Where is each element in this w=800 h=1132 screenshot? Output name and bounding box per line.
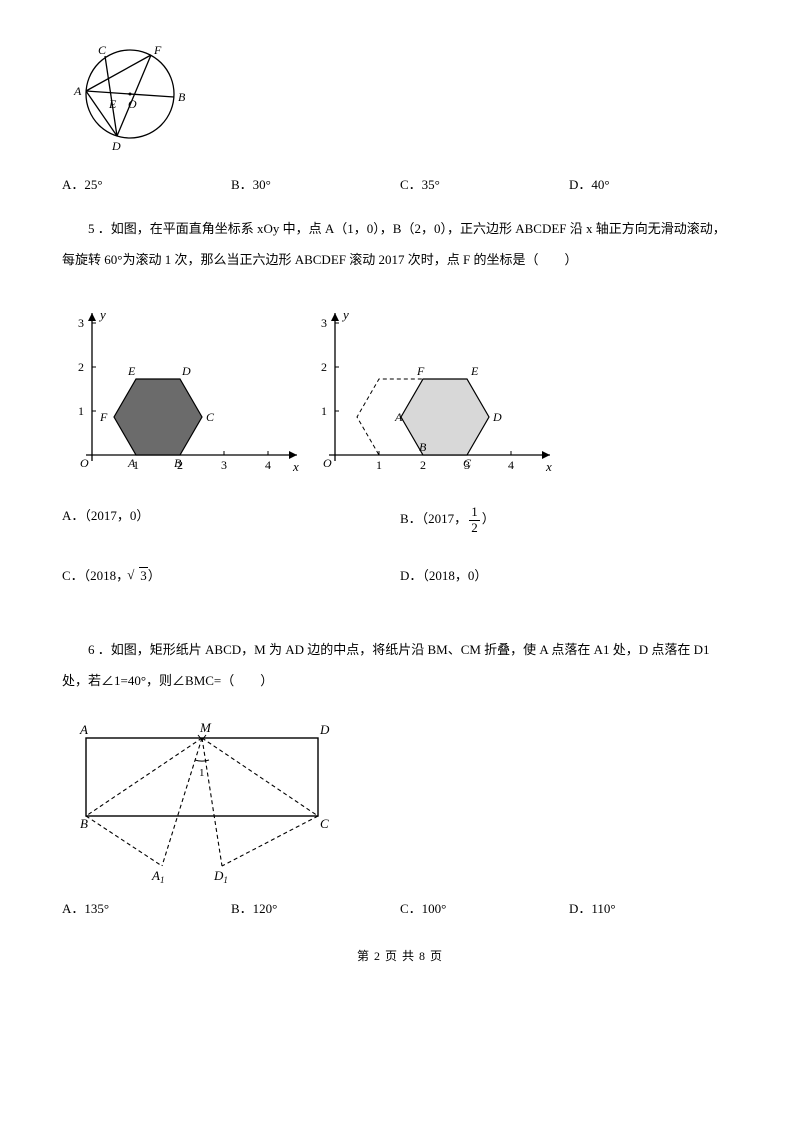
q6-opt-c-val: 100°	[422, 901, 447, 916]
q6-opt-a-val: 135°	[84, 901, 109, 916]
svg-text:3: 3	[221, 458, 227, 472]
q5-body: 如图，在平面直角坐标系 xOy 中，点 A（1，0），B（2，0），正六边形 A…	[62, 221, 726, 267]
q4-options: A．25° B．30° C．35° D．40°	[62, 174, 738, 193]
q5-opt-b-post: ）	[482, 511, 495, 526]
svg-text:D: D	[319, 722, 330, 737]
svg-text:D: D	[492, 410, 502, 424]
q6-figure: 1 A M D B C A1 D1	[62, 716, 738, 886]
svg-text:2: 2	[78, 360, 84, 374]
svg-text:M: M	[199, 720, 212, 735]
svg-text:B: B	[80, 816, 88, 831]
q5-text: 5 ．如图，在平面直角坐标系 xOy 中，点 A（1，0），B（2，0），正六边…	[62, 213, 738, 275]
svg-text:C: C	[206, 410, 215, 424]
sqrt-icon: 3	[129, 568, 148, 584]
q5-options: A．（2017，0） B．（2017，12） C．（2018，3） D．（201…	[62, 505, 738, 614]
svg-text:E: E	[127, 364, 136, 378]
svg-text:y: y	[98, 307, 106, 322]
q6-text: 6 ．如图，矩形纸片 ABCD，M 为 AD 边的中点，将纸片沿 BM、CM 折…	[62, 634, 738, 696]
svg-text:x: x	[292, 459, 299, 474]
q4-opt-c: C．35°	[400, 174, 569, 193]
svg-text:O: O	[323, 456, 332, 470]
svg-text:1: 1	[199, 767, 205, 779]
q5-opt-b-pre: （2017，	[422, 511, 468, 526]
svg-text:B: B	[419, 440, 427, 454]
q4-opt-b: B．30°	[231, 174, 400, 193]
svg-text:1: 1	[376, 458, 382, 472]
q6-opt-b: B．120°	[231, 898, 400, 917]
page-footer: 第 2 页 共 8 页	[62, 947, 738, 964]
svg-text:F: F	[99, 410, 108, 424]
svg-text:B: B	[174, 456, 182, 470]
svg-text:C: C	[320, 816, 329, 831]
svg-text:3: 3	[78, 316, 84, 330]
svg-text:A: A	[73, 84, 82, 98]
q6-opt-d: D．110°	[569, 898, 738, 917]
q5-figure: Oxy1234123ABCDEF Oxy1234123ABCDEF	[62, 295, 738, 485]
svg-text:D: D	[111, 139, 121, 153]
svg-text:4: 4	[265, 458, 271, 472]
q6-body: 如图，矩形纸片 ABCD，M 为 AD 边的中点，将纸片沿 BM、CM 折叠，使…	[62, 642, 710, 688]
svg-text:O: O	[80, 456, 89, 470]
svg-text:2: 2	[420, 458, 426, 472]
q4-opt-a-val: 25°	[84, 177, 102, 192]
q4-opt-d: D．40°	[569, 174, 738, 193]
q5-num: 5 ．	[88, 221, 111, 236]
svg-text:A: A	[127, 456, 136, 470]
q4-opt-a: A．25°	[62, 174, 231, 193]
q6-opt-d-val: 110°	[591, 901, 615, 916]
q5-opt-a-val: （2017，0）	[84, 508, 149, 523]
fraction-icon: 12	[469, 505, 480, 535]
q6-opt-b-val: 120°	[253, 901, 278, 916]
q6-options: A．135° B．120° C．100° D．110°	[62, 898, 738, 917]
q5-opt-b: B．（2017，12）	[400, 505, 738, 535]
svg-text:A: A	[79, 722, 88, 737]
q5-opt-c-post: ）	[148, 568, 161, 583]
q6-opt-c: C．100°	[400, 898, 569, 917]
q5-opt-a: A．（2017，0）	[62, 505, 400, 535]
q5-opt-c-sqrt: 3	[139, 567, 148, 583]
svg-text:F: F	[416, 364, 425, 378]
svg-text:y: y	[341, 307, 349, 322]
svg-text:C: C	[98, 43, 107, 57]
q5-opt-c: C．（2018，3）	[62, 565, 400, 584]
svg-text:C: C	[463, 456, 472, 470]
q4-circle-figure: A B C D E F O	[62, 28, 738, 158]
q5-opt-c-pre: （2018，	[84, 568, 130, 583]
svg-text:F: F	[153, 43, 162, 57]
svg-text:1: 1	[78, 404, 84, 418]
q4-opt-c-val: 35°	[422, 177, 440, 192]
q6-num: 6 ．	[88, 642, 111, 657]
svg-text:E: E	[470, 364, 479, 378]
svg-text:E: E	[108, 97, 117, 111]
q5-opt-d-val: （2018，0）	[422, 568, 487, 583]
svg-text:O: O	[128, 97, 137, 111]
q5-opt-b-num: 1	[469, 505, 480, 520]
svg-text:B: B	[178, 90, 186, 104]
svg-text:2: 2	[321, 360, 327, 374]
svg-text:x: x	[545, 459, 552, 474]
q4-opt-d-val: 40°	[591, 177, 609, 192]
svg-text:1: 1	[321, 404, 327, 418]
q4-opt-b-val: 30°	[253, 177, 271, 192]
svg-text:3: 3	[321, 316, 327, 330]
svg-text:A1: A1	[151, 868, 164, 885]
svg-text:4: 4	[508, 458, 514, 472]
svg-text:A: A	[394, 410, 403, 424]
q6-opt-a: A．135°	[62, 898, 231, 917]
q5-opt-d: D．（2018，0）	[400, 565, 738, 584]
q5-opt-b-den: 2	[469, 521, 480, 535]
svg-text:D: D	[181, 364, 191, 378]
svg-text:D1: D1	[213, 868, 228, 885]
